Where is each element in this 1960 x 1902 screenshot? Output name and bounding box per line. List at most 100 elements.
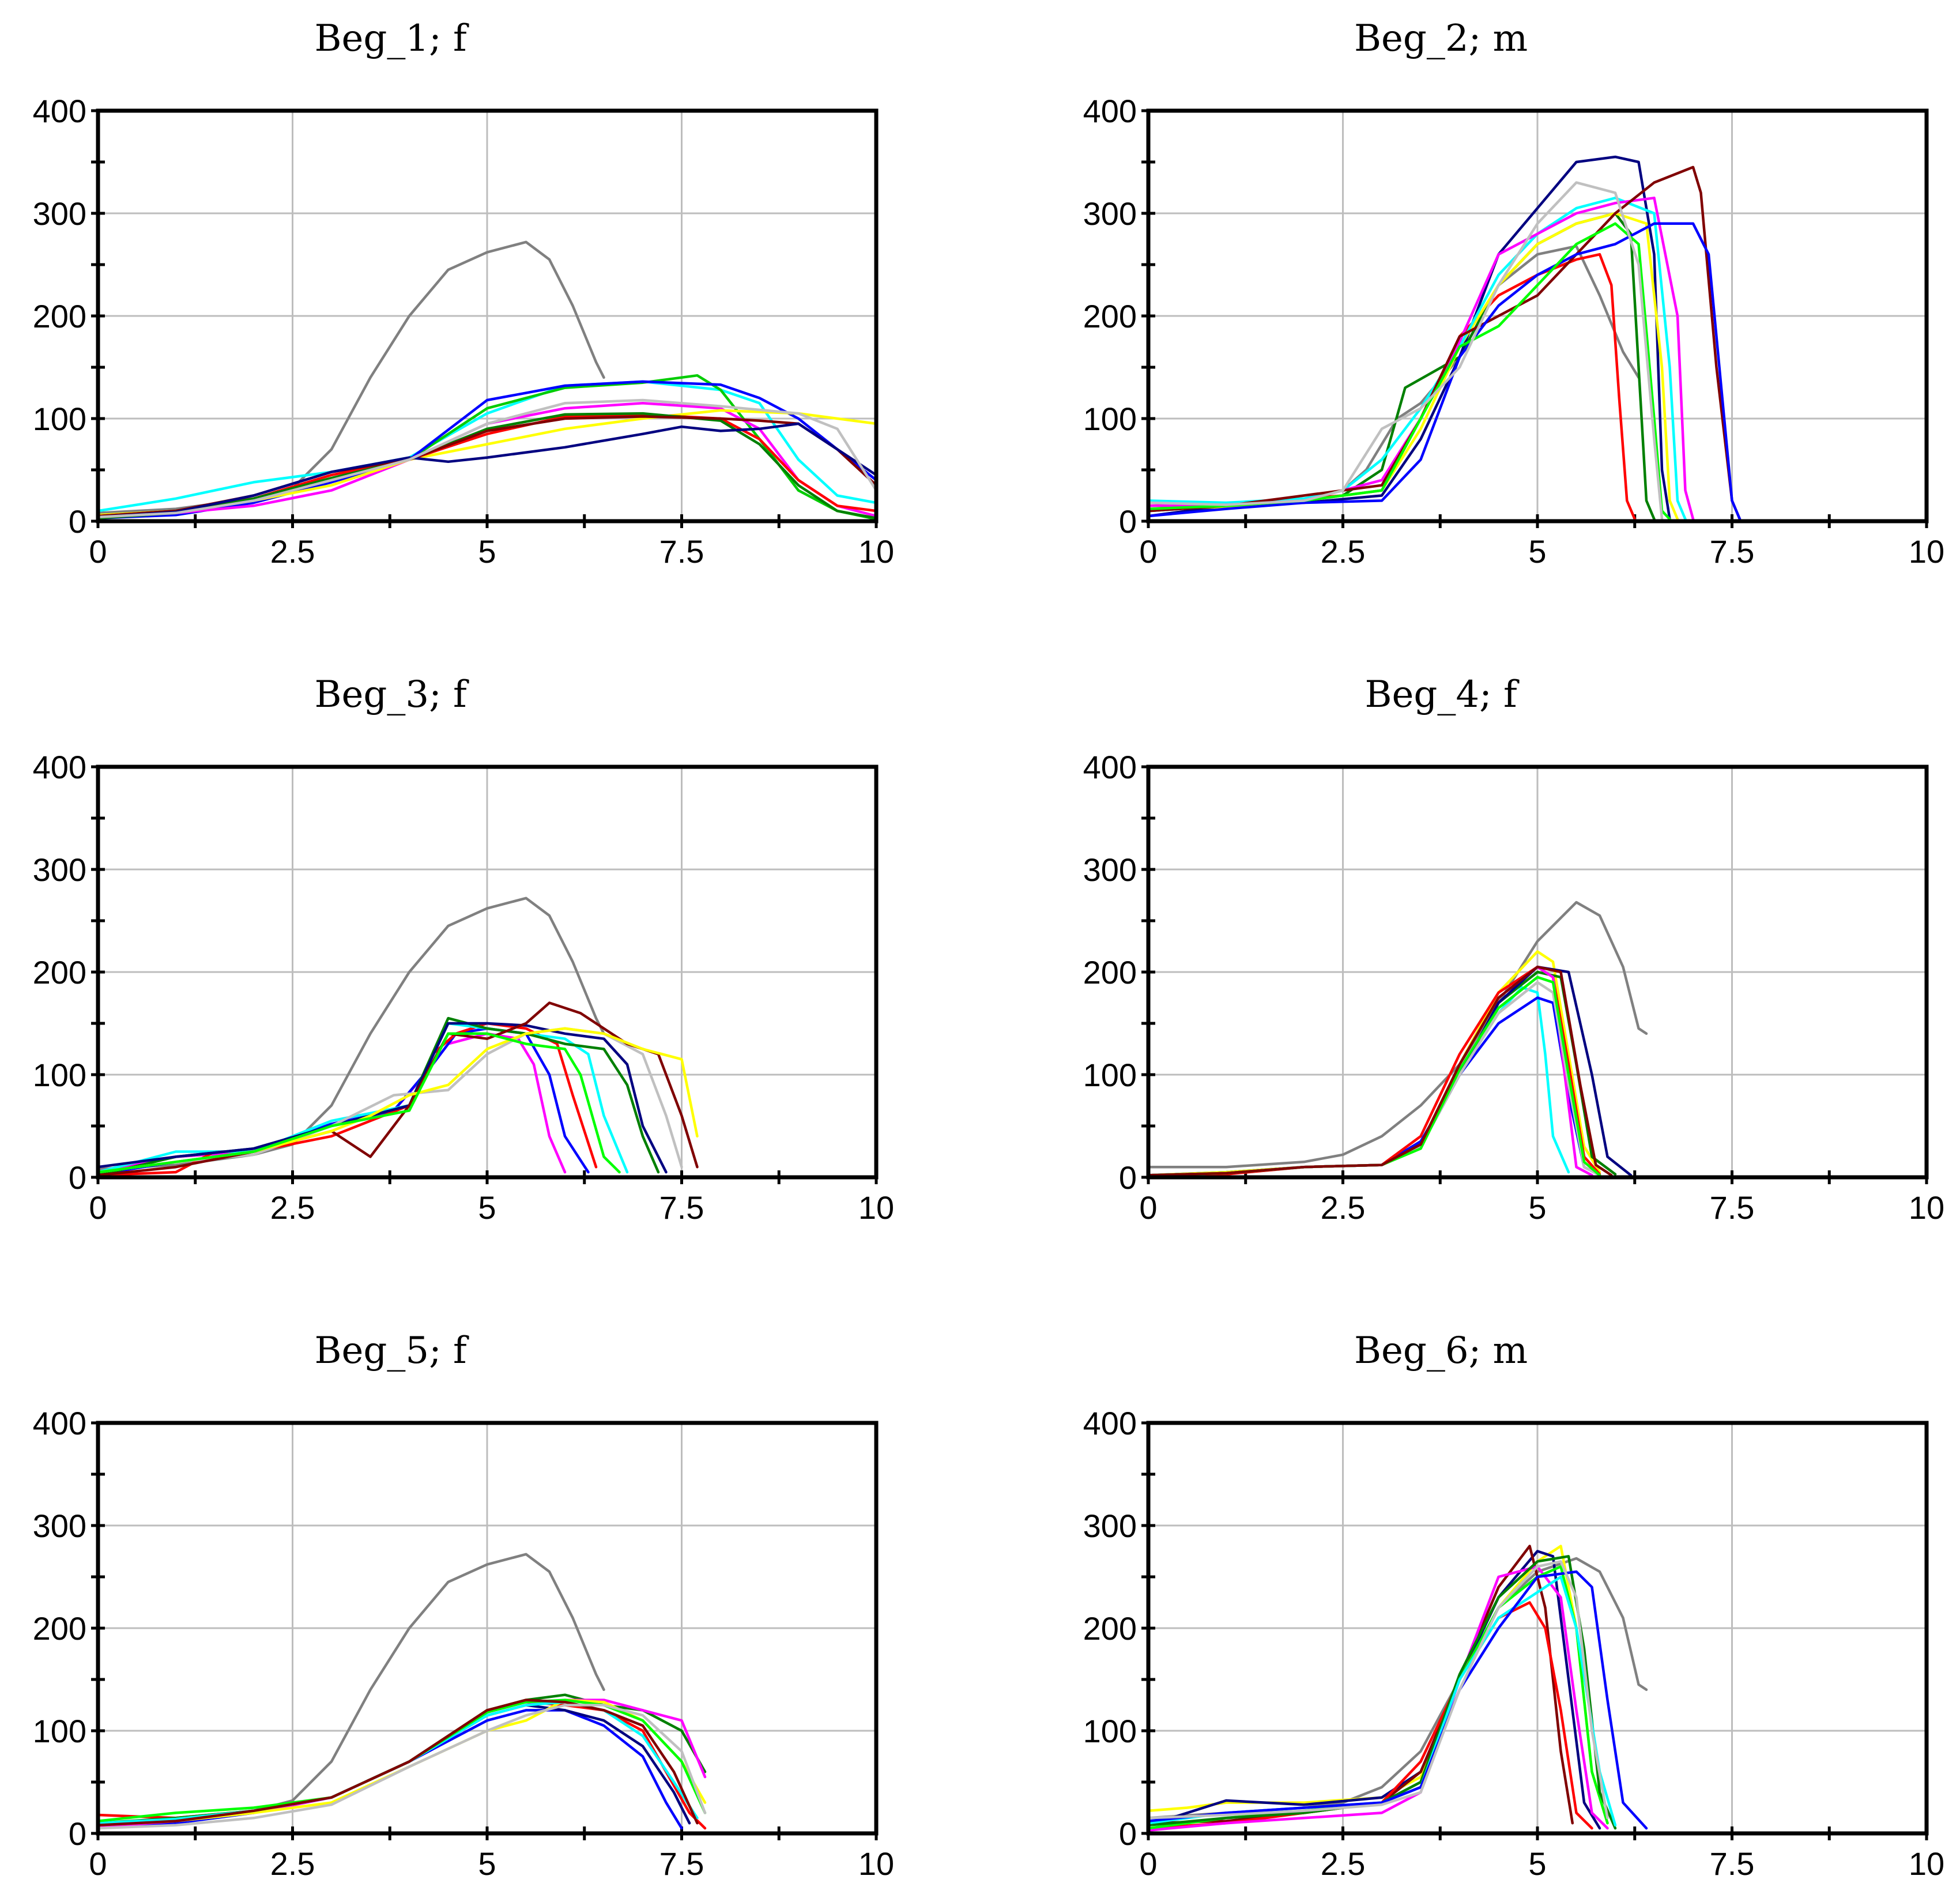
y-tick-label: 300 xyxy=(33,852,86,888)
y-tick-label: 300 xyxy=(1083,195,1137,232)
chart-panel-2: Beg_2; m 0 100 200 300 400 0 2.5 5 7.5 10 xyxy=(1083,17,1945,570)
x-tick-label: 5 xyxy=(478,533,496,570)
y-tick-label: 200 xyxy=(1083,1610,1137,1647)
series-line-4 xyxy=(98,380,876,519)
series-line-9 xyxy=(98,1001,699,1177)
series-group xyxy=(1148,155,1742,521)
y-tick-label: 200 xyxy=(1083,954,1137,990)
plot-frame xyxy=(1146,1421,1929,1836)
chart-title: Beg_6; m xyxy=(1354,1329,1528,1372)
y-tick-label: 400 xyxy=(33,1405,86,1441)
series-line-5 xyxy=(1148,1601,1593,1830)
chart-panel-4: Beg_4; f 0 100 200 300 400 0 2.5 5 7.5 10 xyxy=(1083,673,1945,1226)
x-tick-label: 5 xyxy=(478,1845,496,1882)
series-line-6 xyxy=(1148,970,1617,1177)
series-line-3 xyxy=(1148,1550,1601,1830)
chart-title: Beg_1; f xyxy=(315,17,470,60)
series-line-11 xyxy=(98,1704,707,1830)
series-line-5 xyxy=(1148,965,1601,1177)
y-tick-label: 100 xyxy=(1083,401,1137,437)
series-line-8 xyxy=(98,412,876,519)
x-tick-label: 10 xyxy=(858,533,894,570)
x-tick-label: 7.5 xyxy=(1710,533,1755,570)
series-line-11 xyxy=(1148,1560,1609,1820)
chart-panel-6: Beg_6; m 0 100 200 300 400 0 2.5 5 7.5 10 xyxy=(1083,1329,1945,1882)
y-tick-label: 300 xyxy=(33,1508,86,1544)
x-tick-label: 2.5 xyxy=(270,533,315,570)
series-line-8 xyxy=(98,1027,683,1174)
x-tick-label: 0 xyxy=(89,1845,107,1882)
series-line-11 xyxy=(98,398,876,519)
chart-title: Beg_5; f xyxy=(315,1329,470,1372)
y-tick-label: 200 xyxy=(33,298,86,334)
y-tick-label: 300 xyxy=(1083,1508,1137,1544)
chart-panel-3: Beg_3; f 0 100 200 300 400 0 2.5 5 7.5 10 xyxy=(33,673,895,1226)
x-tick-label: 2.5 xyxy=(1321,1189,1366,1226)
plot-frame xyxy=(96,108,879,523)
chart-title: Beg_4; f xyxy=(1365,673,1520,716)
y-tick-label: 400 xyxy=(33,749,86,785)
y-tick-label: 300 xyxy=(33,195,86,232)
plot-frame xyxy=(96,764,879,1180)
series-line-3 xyxy=(1148,996,1601,1177)
series-line-4 xyxy=(1148,155,1671,521)
plot-frame xyxy=(1146,764,1929,1180)
x-tick-label: 0 xyxy=(89,533,107,570)
series-line-6 xyxy=(98,1698,707,1829)
series-line-10 xyxy=(98,1698,699,1827)
x-tick-label: 5 xyxy=(1528,1189,1546,1226)
x-tick-label: 10 xyxy=(1909,1189,1944,1226)
y-tick-label: 0 xyxy=(69,1816,86,1852)
x-tick-label: 7.5 xyxy=(1710,1189,1755,1226)
x-tick-label: 0 xyxy=(1139,1845,1157,1882)
x-tick-label: 5 xyxy=(1528,533,1546,570)
series-line-11 xyxy=(1148,181,1664,521)
series-line-9 xyxy=(98,1698,707,1822)
y-tick-label: 400 xyxy=(1083,1405,1137,1441)
x-tick-label: 5 xyxy=(478,1189,496,1226)
series-line-7 xyxy=(98,1022,668,1174)
x-tick-label: 5 xyxy=(1528,1845,1546,1882)
series-line-8 xyxy=(1148,965,1593,1177)
series-line-1 xyxy=(98,1553,605,1827)
y-tick-label: 0 xyxy=(1119,1159,1137,1196)
x-tick-label: 7.5 xyxy=(1710,1845,1755,1882)
y-tick-label: 100 xyxy=(33,1057,86,1093)
x-tick-label: 2.5 xyxy=(1321,533,1366,570)
series-line-7 xyxy=(98,1698,707,1827)
x-tick-label: 7.5 xyxy=(659,1845,704,1882)
y-tick-label: 400 xyxy=(33,93,86,129)
y-tick-label: 100 xyxy=(33,1713,86,1749)
y-tick-label: 200 xyxy=(1083,298,1137,334)
y-tick-label: 0 xyxy=(69,503,86,540)
series-line-8 xyxy=(1148,165,1742,521)
series-line-11 xyxy=(98,1032,621,1174)
y-tick-label: 100 xyxy=(1083,1057,1137,1093)
x-tick-label: 10 xyxy=(1909,533,1944,570)
chart-title: Beg_3; f xyxy=(315,673,470,716)
y-tick-label: 200 xyxy=(33,1610,86,1647)
plot-frame xyxy=(96,1421,879,1836)
x-tick-label: 2.5 xyxy=(270,1845,315,1882)
chart-title: Beg_2; m xyxy=(1354,17,1528,60)
series-line-2 xyxy=(1148,1545,1609,1825)
x-tick-label: 0 xyxy=(89,1189,107,1226)
x-tick-label: 0 xyxy=(1139,1189,1157,1226)
series-group xyxy=(98,1553,707,1830)
x-tick-label: 2.5 xyxy=(270,1189,315,1226)
y-tick-label: 400 xyxy=(1083,93,1137,129)
y-tick-label: 100 xyxy=(33,401,86,437)
chart-panel-1: Beg_1; f 0 100 200 300 400 0 2.5 5 7.5 10 xyxy=(33,17,895,570)
series-line-2 xyxy=(98,380,876,513)
x-tick-label: 10 xyxy=(858,1845,894,1882)
series-line-8 xyxy=(98,1700,699,1825)
y-tick-label: 200 xyxy=(33,954,86,990)
plot-frame xyxy=(1146,108,1929,523)
series-line-11 xyxy=(1148,965,1613,1177)
series-group xyxy=(98,240,876,521)
y-tick-label: 300 xyxy=(1083,852,1137,888)
y-tick-label: 0 xyxy=(69,1159,86,1196)
y-tick-label: 100 xyxy=(1083,1713,1137,1749)
series-line-10 xyxy=(1148,1570,1648,1830)
